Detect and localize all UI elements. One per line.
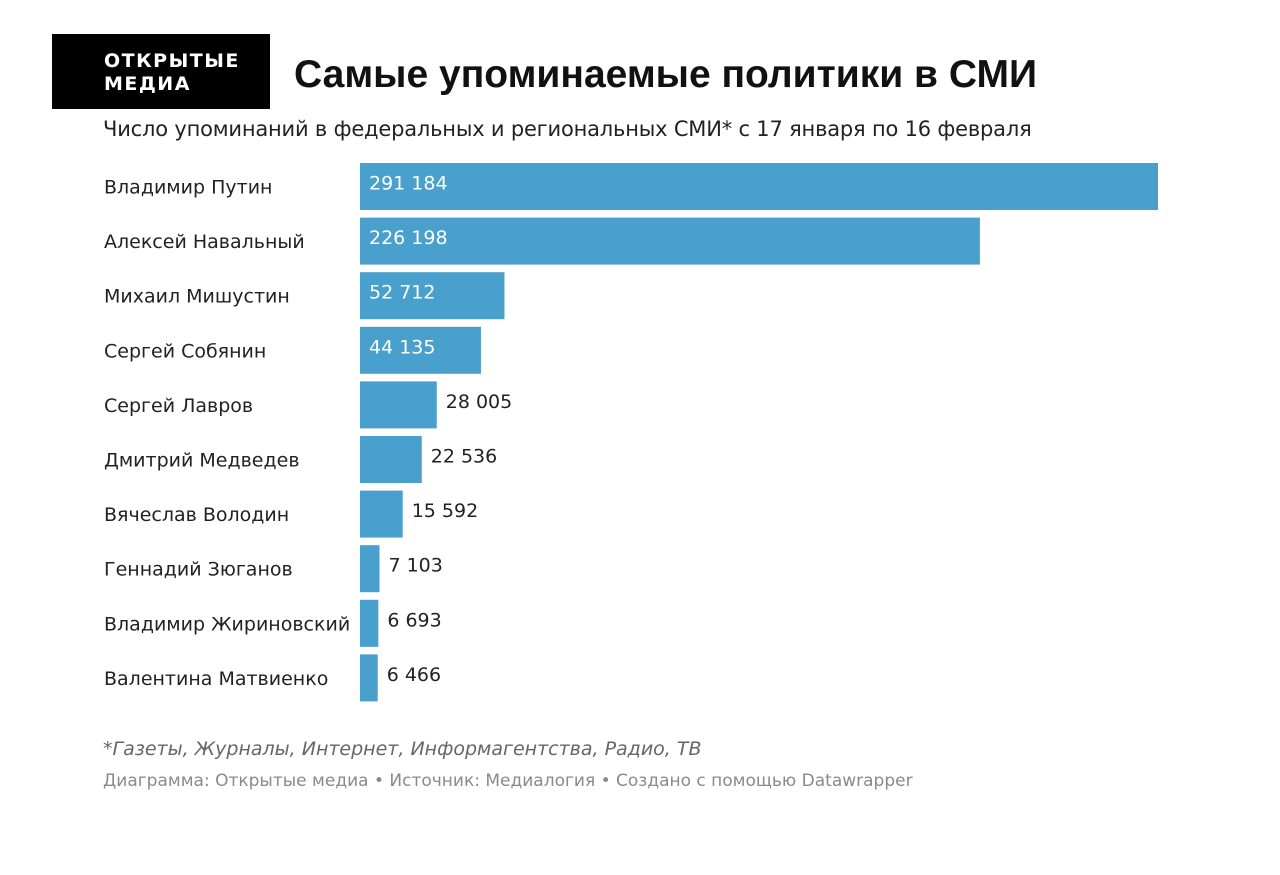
category-label: Алексей Навальный bbox=[104, 231, 305, 253]
value-label: 226 198 bbox=[369, 227, 448, 249]
category-label: Сергей Собянин bbox=[104, 340, 266, 362]
category-label: Михаил Мишустин bbox=[104, 286, 290, 308]
value-label: 6 693 bbox=[387, 609, 441, 631]
category-label: Сергей Лавров bbox=[104, 395, 253, 417]
logo-line-1: ОТКРЫТЫЕ bbox=[104, 50, 240, 72]
value-label: 44 135 bbox=[369, 336, 435, 358]
bar bbox=[360, 272, 505, 320]
value-label: 15 592 bbox=[412, 500, 478, 522]
bar bbox=[360, 163, 1158, 210]
chart-title: Самые упоминаемые политики в СМИ bbox=[294, 53, 1038, 96]
bar bbox=[360, 545, 380, 593]
logo-line-2: МЕДИА bbox=[104, 73, 191, 95]
category-label: Вячеслав Володин bbox=[104, 504, 289, 526]
bar bbox=[360, 654, 378, 702]
value-label: 52 712 bbox=[369, 282, 435, 304]
category-label: Владимир Путин bbox=[104, 177, 272, 199]
value-label: 6 466 bbox=[387, 664, 441, 686]
category-label: Дмитрий Медведев bbox=[104, 450, 300, 472]
bar bbox=[360, 599, 379, 647]
category-label: Владимир Жириновский bbox=[104, 613, 350, 635]
category-label: Геннадий Зюганов bbox=[104, 559, 293, 581]
bar bbox=[360, 381, 437, 429]
bar bbox=[360, 490, 403, 538]
footnote: *Газеты, Журналы, Интернет, Информагентс… bbox=[103, 738, 702, 760]
bar bbox=[360, 436, 422, 483]
value-label: 28 005 bbox=[446, 391, 512, 413]
value-label: 291 184 bbox=[369, 173, 448, 195]
credits: Диаграмма: Открытые медиа • Источник: Ме… bbox=[103, 771, 913, 791]
logo: ОТКРЫТЫЕ МЕДИА bbox=[52, 34, 270, 109]
bar bbox=[360, 217, 980, 265]
chart-subtitle: Число упоминаний в федеральных и региона… bbox=[103, 117, 1032, 141]
category-label: Валентина Матвиенко bbox=[104, 668, 328, 690]
value-label: 7 103 bbox=[388, 555, 442, 577]
bar bbox=[360, 326, 481, 374]
value-label: 22 536 bbox=[431, 446, 497, 468]
